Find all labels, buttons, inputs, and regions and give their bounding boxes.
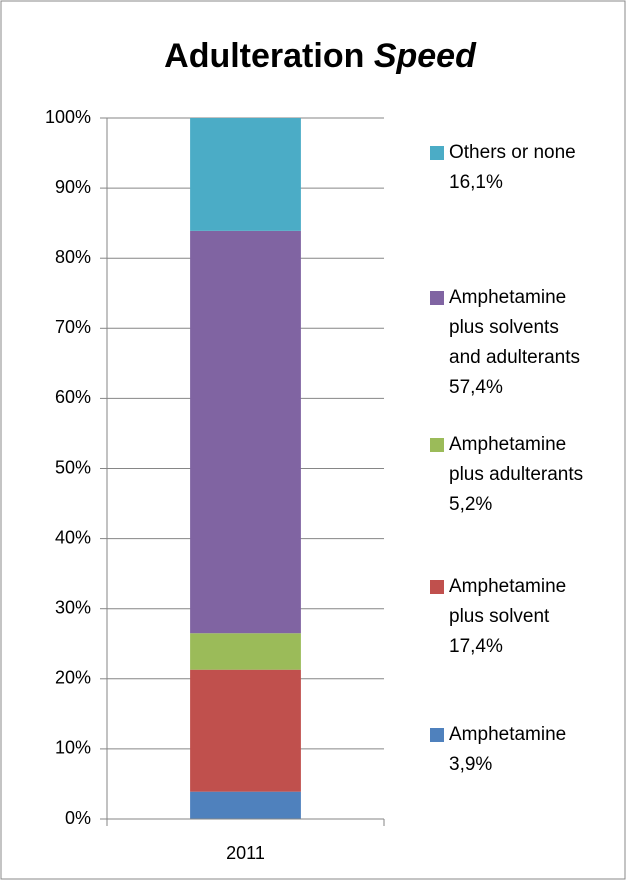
legend-swatch <box>430 438 444 452</box>
x-tick-label: 2011 <box>226 843 265 863</box>
legend-label: Others or none <box>449 142 576 163</box>
y-tick-label: 90% <box>55 177 91 197</box>
legend-value: 3,9% <box>449 754 493 775</box>
legend-entry: Amphetamine plus adulterants 5,2% <box>430 430 595 520</box>
legend-swatch <box>430 291 444 305</box>
y-tick-label: 30% <box>55 597 91 617</box>
bar-segment <box>190 230 301 634</box>
legend-value: 57,4% <box>449 377 503 398</box>
legend-swatch <box>430 728 444 742</box>
legend-swatch <box>430 580 444 594</box>
chart-title: Adulteration Speed <box>164 37 477 75</box>
y-tick-label: 20% <box>55 668 91 688</box>
bar-segment <box>190 669 301 792</box>
legend-label: Amphetamine <box>449 724 567 745</box>
bar-segment <box>190 791 301 819</box>
y-tick-label: 0% <box>65 808 91 828</box>
legend-label: Amphetamine plus adulterants <box>449 434 584 485</box>
title-main: Adulteration <box>164 37 364 75</box>
legend-text: Others or none 16,1% <box>449 138 591 198</box>
legend-value: 16,1% <box>449 172 503 193</box>
y-tick-label: 100% <box>45 107 91 127</box>
title-italic: Speed <box>374 37 477 75</box>
y-tick-label: 80% <box>55 247 91 267</box>
y-tick-label: 10% <box>55 738 91 758</box>
legend-label: Amphetamine plus solvents and adulterant… <box>449 287 580 368</box>
legend-text: Amphetamine plus solvents and adulterant… <box>449 283 591 403</box>
y-tick-label: 50% <box>55 457 91 477</box>
y-tick-label: 70% <box>55 317 91 337</box>
chart-frame <box>0 0 626 880</box>
legend-value: 17,4% <box>449 636 503 657</box>
legend-text: Amphetamine 3,9% <box>449 720 591 780</box>
bar-segment <box>190 118 301 231</box>
legend-text: Amphetamine plus adulterants 5,2% <box>449 430 591 520</box>
y-tick-label: 60% <box>55 387 91 407</box>
legend-text: Amphetamine plus solvent 17,4% <box>449 572 591 662</box>
legend-swatch <box>430 146 444 160</box>
legend-entry: Amphetamine 3,9% <box>430 720 595 780</box>
legend-entry: Amphetamine plus solvents and adulterant… <box>430 283 595 403</box>
legend-label: Amphetamine plus solvent <box>449 576 567 627</box>
legend-entry: Amphetamine plus solvent 17,4% <box>430 572 595 662</box>
y-tick-label: 40% <box>55 527 91 547</box>
legend-entry: Others or none 16,1% <box>430 138 595 198</box>
legend-value: 5,2% <box>449 494 493 515</box>
bar-segment <box>190 633 301 670</box>
